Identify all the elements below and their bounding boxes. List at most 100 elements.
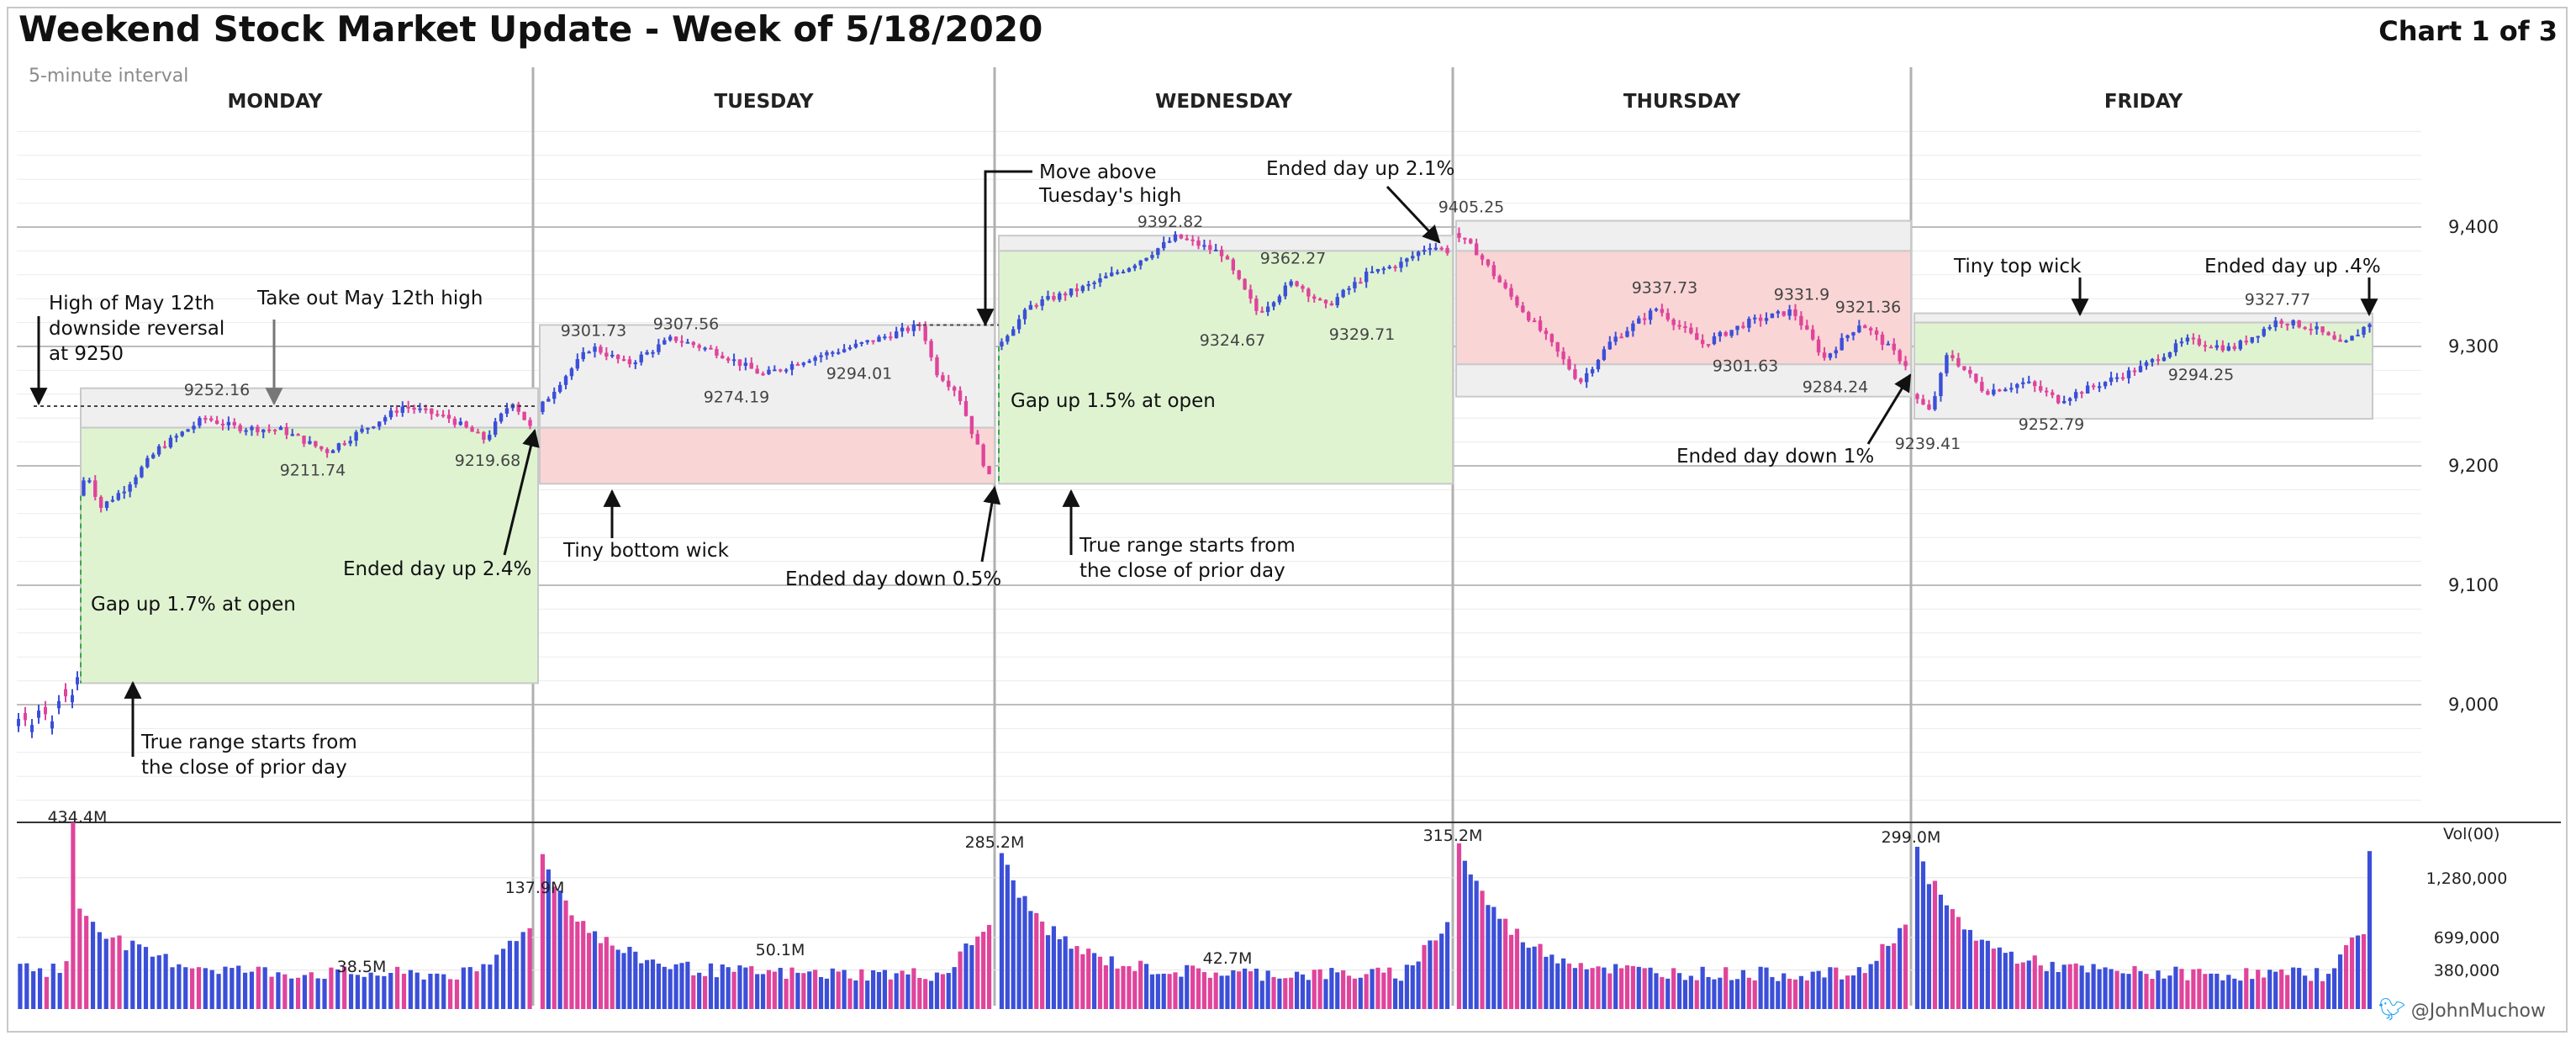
volume-bar [1346,975,1352,1009]
volume-bar [1572,968,1577,1009]
volume-bar [865,980,870,1009]
volume-bar [778,967,783,1009]
price-candle-body [673,336,678,341]
price-candle-body [93,480,98,497]
price-candle-body [2079,392,2084,394]
volume-bar [1225,975,1230,1009]
volume-bar [923,979,928,1009]
volume-bar [1845,975,1850,1009]
price-candle-body [1822,352,1827,358]
volume-bar [2120,973,2125,1009]
price-candle-body [278,426,283,431]
price-candle-body [1433,247,1438,250]
volume-bar [1167,974,1172,1009]
volume-bar [1080,954,1085,1009]
price-candle-body [2085,385,2090,394]
price-candle-body [1138,260,1143,266]
price-candle-body [1486,259,1491,266]
volume-bar [1578,963,1583,1009]
price-candle-body [2173,343,2178,353]
volume-bar [2256,970,2261,1009]
price-data-label: 9324.67 [1200,331,1266,350]
price-candle-body [894,331,899,339]
price-candle-body [1945,355,1949,373]
volume-bar [1097,956,1103,1009]
volume-bar [2167,975,2172,1009]
annotation-text: High of May 12th [49,293,214,314]
price-candle-body [726,358,731,361]
price-candle-body [1986,391,1990,395]
volume-bar [2150,979,2155,1009]
price-candle-body [1006,336,1010,342]
volume-bar [2262,977,2267,1009]
annotation-arrow [976,170,1032,327]
volume-bar [520,932,525,1009]
volume-bar [587,933,592,1009]
price-candle-body [1695,333,1699,341]
mon-range-box [80,426,539,684]
price-candle-body [1968,369,1972,374]
price-candle-body [1689,327,1693,334]
price-candle-body [348,441,352,444]
volume-layer: 1,280,000 699,000 380,000 Vol(00) 434.4M 137.… [17,808,2507,1009]
price-candle-body [1515,296,1519,306]
volume-bar [137,944,142,1009]
volume-bar [190,968,195,1009]
volume-bar [662,966,667,1009]
volume-bar [1341,970,1346,1009]
labels-layer: 9252.16 9211.74 9219.68 9301.73 9307.56 9274.… [184,198,2311,480]
volume-bar [2091,964,2096,1009]
volume-bar [170,967,175,1009]
price-data-label: 9301.63 [1713,357,1779,376]
price-candle-body [446,415,451,419]
price-candle-body [1144,257,1148,261]
volume-bar [1143,964,1149,1009]
volume-bar [1834,967,1839,1009]
volume-bar [1352,978,1358,1009]
volume-bar [2103,967,2108,1009]
price-candle-body [256,426,260,433]
interval-label: 5-minute interval [29,66,189,87]
volume-axis-label: Vol(00) [2443,825,2499,843]
volume-bar [743,967,748,1009]
price-candle-body [865,340,869,342]
price-candle-body [1469,239,1473,244]
volume-bar [2156,970,2161,1009]
price-candle-body [1092,282,1096,284]
price-candle-body [388,410,393,418]
volume-bar [395,966,400,1009]
price-candle-body [2338,339,2342,342]
annotation-text: Tuesday's high [1038,185,1181,207]
volume-bar [2026,960,2031,1009]
volume-bar [1746,977,1751,1009]
volume-bar [1323,979,1328,1009]
volume-bar [1300,974,1306,1009]
price-candle-body [581,351,585,360]
volume-bar [1979,939,1984,1009]
volume-bar [772,971,777,1009]
price-candle-body [1631,323,1635,331]
price-candle-body [685,341,690,344]
price-candle-body [1411,256,1415,259]
volume-bar [2097,969,2102,1009]
price-candle-body [1648,310,1653,320]
volume-bar [714,977,719,1009]
price-candle-body [1933,396,1937,410]
price-candle-body [767,369,771,374]
volume-bar [2109,969,2114,1009]
volume-bar [1718,977,1723,1009]
annotation-text: Ended day up 2.4% [343,558,531,580]
volume-bar [2267,970,2272,1009]
price-candle-body [1683,326,1687,329]
volume-bar [1613,964,1618,1009]
price-candle-body [2309,329,2313,331]
price-candle-body [435,414,440,416]
price-candle-body [1341,289,1345,298]
volume-bar [900,970,905,1009]
volume-bar [911,968,916,1009]
volume-bar [90,922,96,1009]
volume-bar [1185,964,1190,1009]
mon-wick-box [80,387,539,429]
volume-bar [2003,953,2008,1009]
volume-bar [329,967,334,1009]
